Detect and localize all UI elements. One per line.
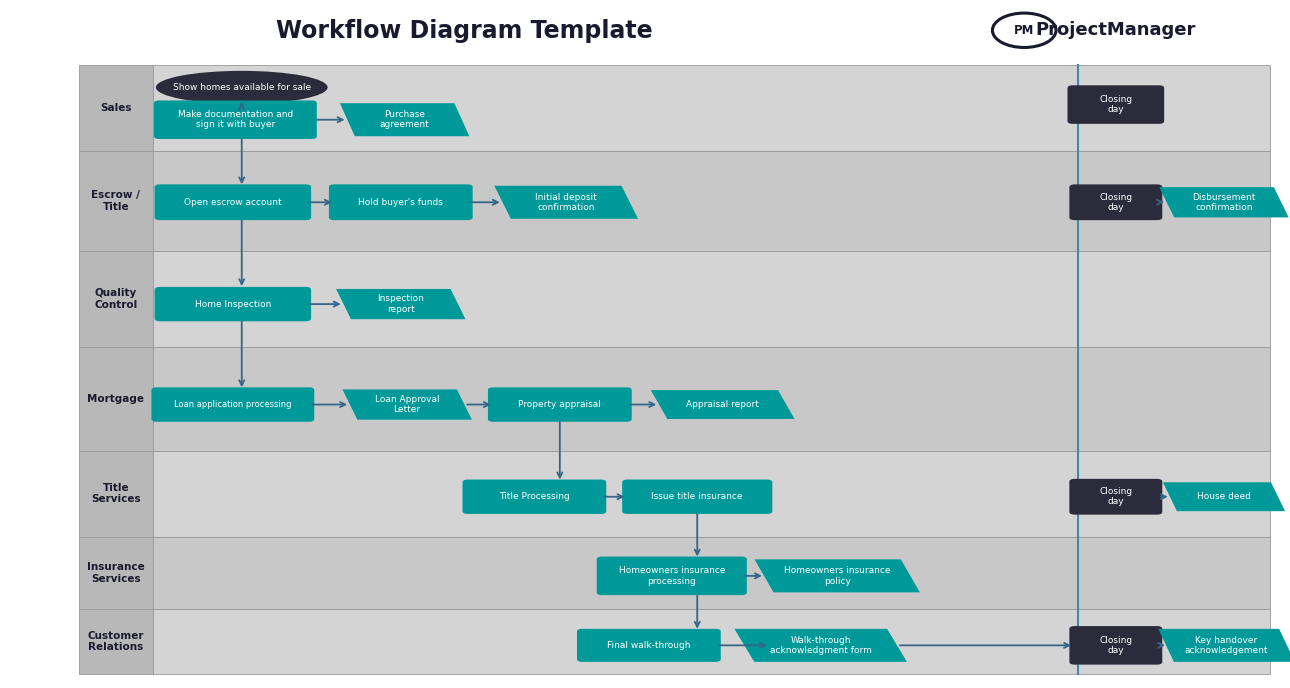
FancyBboxPatch shape xyxy=(1068,85,1164,124)
Text: Disbursement
confirmation: Disbursement confirmation xyxy=(1192,193,1255,212)
Text: Title
Services: Title Services xyxy=(92,483,141,504)
Text: Final walk-through: Final walk-through xyxy=(608,641,690,650)
Text: Escrow /
Title: Escrow / Title xyxy=(92,191,141,212)
FancyBboxPatch shape xyxy=(463,480,606,514)
Bar xyxy=(152,65,1269,151)
FancyBboxPatch shape xyxy=(1069,479,1162,515)
Polygon shape xyxy=(1160,187,1289,217)
Bar xyxy=(79,151,152,251)
Text: Mortgage: Mortgage xyxy=(88,394,144,404)
Polygon shape xyxy=(734,629,907,662)
Bar xyxy=(152,609,1269,674)
Polygon shape xyxy=(494,186,639,219)
Text: PM: PM xyxy=(1014,24,1035,36)
Bar xyxy=(152,251,1269,347)
Text: Show homes available for sale: Show homes available for sale xyxy=(173,83,311,92)
Text: Make documentation and
sign it with buyer: Make documentation and sign it with buye… xyxy=(178,110,293,129)
Text: Appraisal report: Appraisal report xyxy=(686,400,759,409)
FancyBboxPatch shape xyxy=(597,557,747,595)
FancyBboxPatch shape xyxy=(329,184,472,220)
Polygon shape xyxy=(1162,482,1285,511)
Text: Loan Approval
Letter: Loan Approval Letter xyxy=(375,395,440,414)
Bar xyxy=(152,537,1269,609)
FancyBboxPatch shape xyxy=(1069,626,1162,665)
Bar xyxy=(152,451,1269,537)
Text: Loan application processing: Loan application processing xyxy=(174,400,292,409)
Bar xyxy=(79,347,152,451)
Text: Closing
day: Closing day xyxy=(1099,193,1133,212)
FancyBboxPatch shape xyxy=(622,480,773,514)
Text: Walk-through
acknowledgment form: Walk-through acknowledgment form xyxy=(770,636,872,655)
Text: Initial deposit
confirmation: Initial deposit confirmation xyxy=(535,193,597,212)
Text: Insurance
Services: Insurance Services xyxy=(86,562,144,583)
Bar xyxy=(79,65,152,151)
Text: Home Inspection: Home Inspection xyxy=(195,299,271,309)
Text: Homeowners insurance
processing: Homeowners insurance processing xyxy=(618,566,725,585)
Text: Sales: Sales xyxy=(101,103,132,114)
Text: Inspection
report: Inspection report xyxy=(378,294,424,314)
FancyBboxPatch shape xyxy=(577,629,721,662)
Text: Title Processing: Title Processing xyxy=(499,492,570,502)
Ellipse shape xyxy=(156,71,328,104)
Bar xyxy=(152,151,1269,251)
Text: Quality
Control: Quality Control xyxy=(94,288,138,310)
Text: Key handover
acknowledgement: Key handover acknowledgement xyxy=(1184,636,1268,655)
Text: Closing
day: Closing day xyxy=(1099,95,1133,114)
FancyBboxPatch shape xyxy=(488,387,632,422)
Bar xyxy=(79,451,152,537)
Polygon shape xyxy=(339,103,470,136)
Bar xyxy=(152,347,1269,451)
Text: Hold buyer's funds: Hold buyer's funds xyxy=(359,197,444,207)
Polygon shape xyxy=(337,289,466,319)
Polygon shape xyxy=(650,390,795,419)
Text: Workflow Diagram Template: Workflow Diagram Template xyxy=(276,19,653,43)
FancyBboxPatch shape xyxy=(1069,184,1162,220)
Text: Purchase
agreement: Purchase agreement xyxy=(379,110,430,129)
Bar xyxy=(79,537,152,609)
Text: Issue title insurance: Issue title insurance xyxy=(651,492,743,502)
FancyBboxPatch shape xyxy=(155,287,311,321)
Polygon shape xyxy=(342,389,472,420)
Polygon shape xyxy=(755,559,920,592)
Text: Closing
day: Closing day xyxy=(1099,487,1133,506)
Text: Property appraisal: Property appraisal xyxy=(519,400,601,409)
Bar xyxy=(79,609,152,674)
Text: Closing
day: Closing day xyxy=(1099,636,1133,655)
Text: ProjectManager: ProjectManager xyxy=(1036,21,1196,39)
Text: Customer
Relations: Customer Relations xyxy=(88,631,144,652)
FancyBboxPatch shape xyxy=(151,387,315,422)
Bar xyxy=(79,251,152,347)
Text: House deed: House deed xyxy=(1197,492,1251,502)
Text: Open escrow account: Open escrow account xyxy=(184,197,281,207)
Text: Homeowners insurance
policy: Homeowners insurance policy xyxy=(784,566,890,585)
FancyBboxPatch shape xyxy=(155,184,311,220)
Polygon shape xyxy=(1158,629,1290,662)
FancyBboxPatch shape xyxy=(154,100,317,139)
